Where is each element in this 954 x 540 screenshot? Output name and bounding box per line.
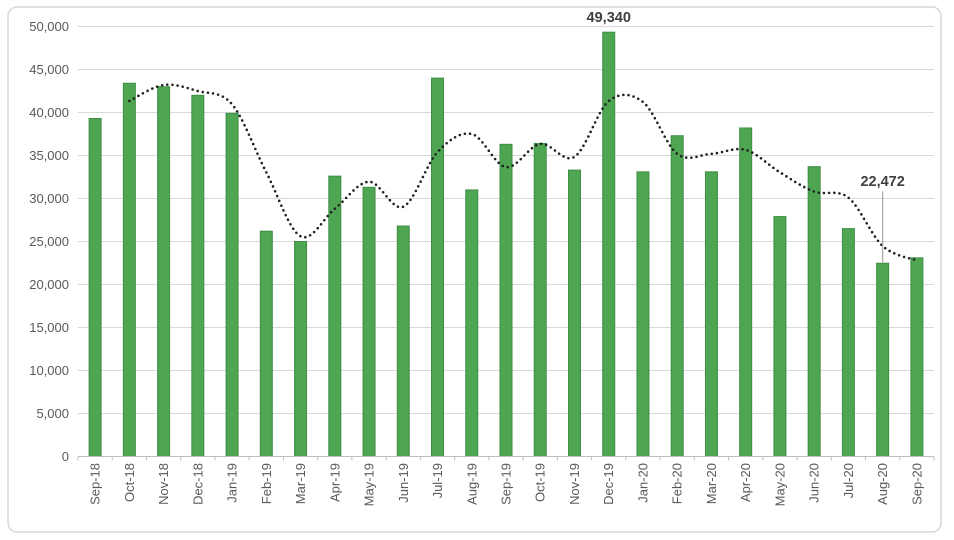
- y-tick-label: 25,000: [29, 234, 69, 249]
- x-tick-label: May-20: [772, 463, 787, 506]
- data-label: 22,472: [860, 174, 904, 190]
- x-tick-label: Jan-19: [225, 463, 240, 503]
- bar-Jun-19: [396, 225, 410, 457]
- y-axis-labels: 0 5,000 10,000 15,000 20,000 25,000 30,000 35,0…: [29, 19, 69, 464]
- y-tick-label: 50,000: [29, 19, 69, 34]
- x-tick-label: Oct-19: [533, 463, 548, 502]
- bar-Mar-20: [704, 171, 718, 457]
- bar-Jan-20: [636, 171, 650, 457]
- bar-Dec-19: [602, 31, 616, 458]
- bar-Jul-19: [431, 77, 445, 457]
- y-tick-label: 15,000: [29, 320, 69, 335]
- moving-average-trendline: [128, 83, 919, 262]
- x-axis: [77, 456, 935, 461]
- x-tick-label: Dec-18: [190, 463, 205, 505]
- x-tick-label: Sep-20: [909, 463, 924, 505]
- x-tick-label: Apr-20: [738, 463, 753, 502]
- y-tick-label: 5,000: [36, 406, 69, 421]
- bar-Sep-20: [910, 257, 924, 457]
- x-tick-label: Dec-19: [601, 463, 616, 505]
- x-tick-label: Aug-20: [875, 463, 890, 505]
- data-labels: 49,340 22,472: [587, 10, 905, 263]
- bar-Sep-18: [88, 118, 102, 458]
- bar-Apr-19: [328, 175, 342, 457]
- y-tick-label: 10,000: [29, 363, 69, 378]
- bar-Apr-20: [739, 127, 753, 457]
- x-tick-label: May-19: [362, 463, 377, 506]
- bar-Oct-18: [122, 82, 136, 457]
- bar-May-19: [362, 186, 376, 457]
- bar-Nov-18: [157, 86, 171, 457]
- bar-Mar-19: [294, 241, 308, 457]
- x-tick-label: Feb-20: [670, 463, 685, 504]
- bar-Oct-19: [533, 142, 547, 458]
- y-tick-label: 0: [62, 449, 69, 464]
- bar-Jun-20: [807, 166, 821, 457]
- bar-Nov-19: [567, 169, 581, 457]
- y-tick-label: 30,000: [29, 191, 69, 206]
- x-tick-label: Nov-19: [567, 463, 582, 505]
- y-tick-label: 35,000: [29, 148, 69, 163]
- bar-Aug-19: [465, 189, 479, 457]
- bar-series: [88, 31, 924, 458]
- x-tick-label: Jun-20: [807, 463, 822, 503]
- x-tick-label: Feb-19: [259, 463, 274, 504]
- x-axis-labels: Sep-18 Oct-18 Nov-18 Dec-18 Jan-19 Feb-19 Mar-…: [88, 463, 925, 506]
- x-tick-label: Aug-19: [464, 463, 479, 505]
- y-tick-label: 20,000: [29, 277, 69, 292]
- bar-Dec-18: [191, 94, 205, 458]
- bar-Jan-19: [225, 112, 239, 458]
- x-tick-label: Apr-19: [327, 463, 342, 502]
- bar-Feb-19: [259, 230, 273, 457]
- x-tick-label: Mar-20: [704, 463, 719, 504]
- bar-Sep-19: [499, 143, 513, 457]
- data-label: 49,340: [587, 10, 631, 26]
- bar-Feb-20: [670, 135, 684, 457]
- bar-Aug-20: [876, 262, 890, 458]
- x-tick-label: Sep-19: [499, 463, 514, 505]
- x-tick-label: Jul-19: [430, 463, 445, 498]
- y-tick-label: 45,000: [29, 62, 69, 77]
- x-tick-label: Sep-18: [88, 463, 103, 505]
- bar-May-20: [773, 216, 787, 457]
- bar-Jul-20: [841, 228, 855, 457]
- x-tick-label: Mar-19: [293, 463, 308, 504]
- x-tick-label: Jun-19: [396, 463, 411, 503]
- x-tick-label: Oct-18: [122, 463, 137, 502]
- y-tick-label: 40,000: [29, 105, 69, 120]
- x-tick-label: Nov-18: [156, 463, 171, 505]
- x-tick-label: Jul-20: [841, 463, 856, 498]
- x-tick-label: Jan-20: [635, 463, 650, 503]
